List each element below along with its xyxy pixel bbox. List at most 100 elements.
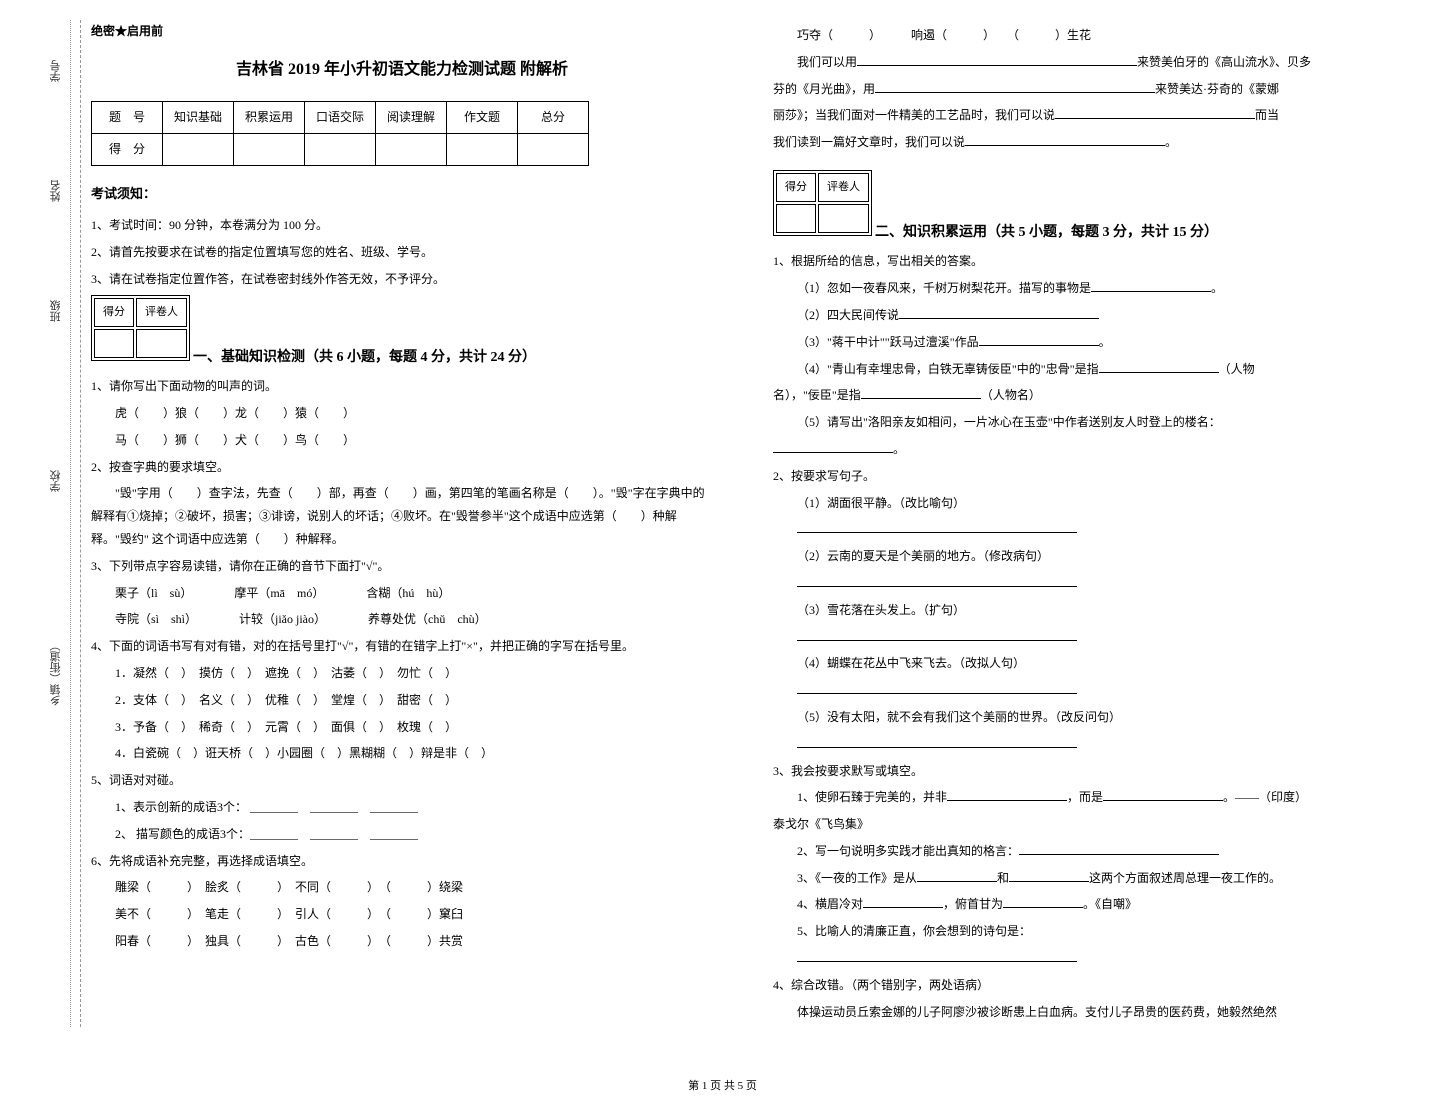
sidebar-label: 乡镇（街道） bbox=[48, 640, 64, 706]
text: 芬的《月光曲》，用 bbox=[773, 82, 875, 96]
binding-sidebar: 学号 姓名 班级 学校 乡镇（街道） bbox=[40, 20, 81, 1027]
blank bbox=[1003, 895, 1083, 908]
score-box-col: 评卷人 bbox=[818, 173, 869, 202]
text: 来赞美达·芬奇的《蒙娜 bbox=[1155, 82, 1279, 96]
notice-item: 2、请首先按要求在试卷的指定位置填写您的姓名、班级、学号。 bbox=[91, 241, 713, 264]
blank bbox=[1103, 788, 1223, 801]
text: （1）忽如一夜春风来，千树万树梨花开。描写的事物是 bbox=[797, 281, 1091, 295]
s2q2-item: （1）湖面很平静。（改比喻句） bbox=[773, 492, 1395, 515]
answer-line bbox=[773, 518, 1395, 541]
th: 阅读理解 bbox=[376, 102, 447, 134]
s2q1-stem: 1、根据所给的信息，写出相关的答案。 bbox=[773, 250, 1395, 273]
q6-line: 美不（ ） 笔走（ ） 引人（ ） （ ）窠臼 bbox=[91, 903, 713, 926]
s2q2-item: （3）雪花落在头发上。（扩句） bbox=[773, 599, 1395, 622]
score-box-col: 评卷人 bbox=[136, 298, 187, 327]
secret-label: 绝密★启用前 bbox=[91, 20, 713, 43]
q6-body: 芬的《月光曲》，用 来赞美达·芬奇的《蒙娜 bbox=[773, 78, 1395, 101]
s2q2-stem: 2、按要求写句子。 bbox=[773, 465, 1395, 488]
text: 来赞美伯牙的《高山流水》、贝多 bbox=[1137, 55, 1311, 69]
score-box: 得分 评卷人 bbox=[91, 295, 190, 361]
blank bbox=[1019, 842, 1219, 855]
q4-line: 4．白瓷碗（ ）诳天桥（ ）小园圈（ ）黑糊糊（ ）辩是非（ ） bbox=[91, 742, 713, 765]
s2q1-item: （1）忽如一夜春风来，千树万树梨花开。描写的事物是。 bbox=[773, 277, 1395, 300]
blank bbox=[1055, 106, 1255, 119]
s2q2-item: （2）云南的夏天是个美丽的地方。（修改病句） bbox=[773, 545, 1395, 568]
blank bbox=[965, 133, 1165, 146]
th: 知识基础 bbox=[163, 102, 234, 134]
score-table: 题 号 知识基础 积累运用 口语交际 阅读理解 作文题 总分 得 分 bbox=[91, 101, 589, 166]
q5-line: 1、表示创新的成语3个： ________ ________ ________ bbox=[91, 796, 713, 819]
section2-title: 二、知识积累运用（共 5 小题，每题 3 分，共计 15 分） bbox=[875, 225, 1218, 240]
cell bbox=[518, 133, 589, 165]
cell bbox=[376, 133, 447, 165]
s2q1-item: （4）"青山有幸埋忠骨，白铁无辜铸佞臣"中的"忠骨"是指（人物 bbox=[773, 358, 1395, 381]
q4-line: 3．予备（ ） 稀奇（ ） 元霄（ ） 面俱（ ） 枚瑰（ ） bbox=[91, 716, 713, 739]
text: 3、《一夜的工作》是从 bbox=[797, 871, 917, 885]
blank bbox=[979, 333, 1099, 346]
answer-line bbox=[773, 626, 1395, 649]
q3-line: 栗子（lì sù） 摩平（mā mó） 含糊（hú hù） bbox=[91, 582, 713, 605]
answer-line bbox=[773, 947, 1395, 970]
sidebar-label: 学校 bbox=[48, 470, 64, 492]
s2q1-item: 。 bbox=[773, 438, 1395, 461]
notice-item: 1、考试时间：90 分钟，本卷满分为 100 分。 bbox=[91, 214, 713, 237]
text: 而当 bbox=[1255, 108, 1279, 122]
q2-body: "毁"字用（ ）查字法，先查（ ）部，再查（ ）画，第四笔的笔画名称是（ ）。"… bbox=[91, 482, 713, 550]
q1-line: 马（ ）狮（ ）犬（ ）鸟（ ） bbox=[91, 429, 713, 452]
s2q3-item: 2、写一句说明多实践才能出真知的格言： bbox=[773, 840, 1395, 863]
q5-line: 2、 描写颜色的成语3个：________ ________ ________ bbox=[91, 823, 713, 846]
blank bbox=[773, 440, 893, 453]
s2q2-item: （4）蝴蝶在花丛中飞来飞去。（改拟人句） bbox=[773, 652, 1395, 675]
q6-line: 阳春（ ） 独具（ ） 古色（ ） （ ）共赏 bbox=[91, 930, 713, 953]
answer-line bbox=[773, 572, 1395, 595]
q4-stem: 4、下面的词语书写有对有错，对的在括号里打"√"，有错的在错字上打"×"，并把正… bbox=[91, 635, 713, 658]
q5-stem: 5、词语对对碰。 bbox=[91, 769, 713, 792]
row-label: 得 分 bbox=[92, 133, 163, 165]
blank bbox=[917, 869, 997, 882]
s2q3-item: 5、比喻人的清廉正直，你会想到的诗句是： bbox=[773, 920, 1395, 943]
th: 作文题 bbox=[447, 102, 518, 134]
score-box-col: 得分 bbox=[776, 173, 816, 202]
blank bbox=[1009, 869, 1089, 882]
text: 丽莎》；当我们面对一件精美的工艺品时，我们可以说 bbox=[773, 108, 1055, 122]
q4-line: 2．支体（ ） 名义（ ） 优稚（ ） 堂煌（ ） 甜密（ ） bbox=[91, 689, 713, 712]
page-footer: 第 1 页 共 5 页 bbox=[0, 1067, 1445, 1103]
q6-line: 巧夺（ ） 响遏（ ） （ ）生花 bbox=[773, 24, 1395, 47]
q6-stem: 6、先将成语补充完整，再选择成语填空。 bbox=[91, 850, 713, 873]
text: （4）"青山有幸埋忠骨，白铁无辜铸佞臣"中的"忠骨"是指 bbox=[797, 362, 1099, 376]
text: 。 bbox=[1165, 135, 1177, 149]
blank bbox=[1091, 279, 1211, 292]
s2q1-item: （3）"蒋干中计""跃马过澶溪"作品。 bbox=[773, 331, 1395, 354]
text: 。——（印度） bbox=[1223, 790, 1307, 804]
sidebar-label: 姓名 bbox=[48, 180, 64, 202]
s2q1-item: （5）请写出"洛阳亲友如相问，一片冰心在玉壶"中作者送别友人时登上的楼名： bbox=[773, 411, 1395, 434]
blank bbox=[861, 386, 981, 399]
blank bbox=[875, 80, 1155, 93]
s2q3-item: 4、横眉冷对，俯首甘为。《自嘲》 bbox=[773, 893, 1395, 916]
q1-line: 虎（ ）狼（ ）龙（ ）猿（ ） bbox=[91, 402, 713, 425]
q4-line: 1．凝然（ ） 摸仿（ ） 遮挽（ ） 沽萎（ ） 勿忙（ ） bbox=[91, 662, 713, 685]
s2q3-stem: 3、我会按要求默写或填空。 bbox=[773, 760, 1395, 783]
text: （2）四大民间传说 bbox=[797, 308, 899, 322]
q6-body: 丽莎》；当我们面对一件精美的工艺品时，我们可以说 而当 bbox=[773, 104, 1395, 127]
text: 4、横眉冷对 bbox=[797, 897, 863, 911]
text: （人物名） bbox=[981, 388, 1041, 402]
text: 我们可以用 bbox=[773, 55, 857, 69]
s2q2-item: （5）没有太阳，就不会有我们这个美丽的世界。（改反问句） bbox=[773, 706, 1395, 729]
s2q3-author: 泰戈尔《飞鸟集》 bbox=[773, 813, 1395, 836]
th: 口语交际 bbox=[305, 102, 376, 134]
q6-line: 雕梁（ ） 脍炙（ ） 不同（ ） （ ）绕梁 bbox=[91, 876, 713, 899]
text: 。 bbox=[893, 442, 905, 456]
left-column: 绝密★启用前 吉林省 2019 年小升初语文能力检测试题 附解析 题 号 知识基… bbox=[81, 20, 723, 1027]
right-column: 巧夺（ ） 响遏（ ） （ ）生花 我们可以用 来赞美伯牙的《高山流水》、贝多 芬… bbox=[763, 20, 1405, 1027]
blank bbox=[899, 306, 1099, 319]
score-box: 得分 评卷人 bbox=[773, 170, 872, 236]
text: 。《自嘲》 bbox=[1083, 897, 1137, 911]
section1-title: 一、基础知识检测（共 6 小题，每题 4 分，共计 24 分） bbox=[193, 350, 536, 365]
blank bbox=[857, 53, 1137, 66]
text: 这两个方面叙述周总理一夜工作的。 bbox=[1089, 871, 1281, 885]
cell bbox=[305, 133, 376, 165]
text: 我们读到一篇好文章时，我们可以说 bbox=[773, 135, 965, 149]
cell bbox=[447, 133, 518, 165]
q1-stem: 1、请你写出下面动物的叫声的词。 bbox=[91, 375, 713, 398]
